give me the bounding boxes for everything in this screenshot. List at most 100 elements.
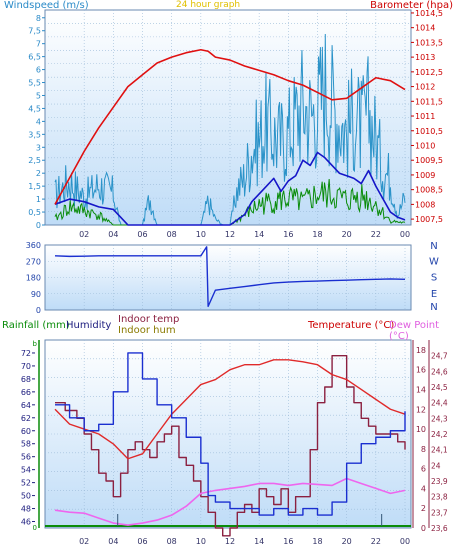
humidity-tick-label: 68	[21, 375, 31, 384]
wind-tick-label: 2,5	[28, 156, 41, 165]
indoor-tick-label: 23,9	[431, 477, 448, 486]
indoor-tick-label: 24,6	[431, 367, 448, 376]
barometer-tick-label: 1012	[415, 83, 435, 92]
temperature-tick-label: 4	[421, 484, 426, 493]
windspeed-axis-title: Windspeed (m/s)	[4, 0, 89, 11]
indoor-tick-label: 24,1	[431, 446, 448, 455]
barometer-tick-label: 1011,5	[415, 97, 443, 106]
dew-point-axis-title: Dew Point (°C)	[389, 320, 440, 342]
humidity-tick-label: 66	[21, 388, 31, 397]
wind-tick-label: 5	[36, 91, 41, 100]
barometer-tick-label: 1007,5	[415, 215, 443, 224]
temperature-tick-label: 6	[421, 465, 426, 474]
temperature-time-tick-label: 06	[137, 537, 147, 546]
humidity-tick-label: 56	[21, 453, 31, 462]
humidity-tick-label: 62	[21, 414, 31, 423]
indoor-tick-label: 24,7	[431, 352, 448, 361]
humidity-tick-label: 52	[21, 479, 31, 488]
temperature-time-tick-label: 12	[225, 537, 235, 546]
wind-direction-series	[54, 246, 406, 308]
direction-tick-label: 360	[26, 241, 41, 250]
wind-tick-label: 3,5	[28, 130, 41, 139]
direction-tick-label: 180	[26, 274, 41, 283]
temperature-tick-label: 8	[421, 445, 426, 454]
temperature-time-tick-label: 08	[167, 537, 177, 546]
compass-label: N	[430, 302, 437, 313]
wind-tick-label: 8	[36, 14, 41, 23]
barometer-tick-label: 1013	[415, 53, 435, 62]
direction-tick-label: 0	[36, 306, 41, 315]
temperature-time-tick-label: 22	[371, 537, 381, 546]
indoor-tick-label: 24	[431, 461, 441, 470]
graph-title: 24 hour graph	[176, 0, 241, 10]
wind-time-tick-label: 20	[342, 230, 352, 239]
indoor-tick-label: 24,2	[431, 430, 448, 439]
barometer-tick-label: 1014,5	[415, 9, 443, 18]
wind-time-tick-label: 16	[283, 230, 293, 239]
wind-tick-label: 0	[36, 221, 41, 230]
barometer-tick-label: 1010,5	[415, 127, 443, 136]
wind-tick-label: 4	[36, 117, 41, 126]
barometer-axis-title: Barometer (hpa)	[370, 0, 453, 11]
barometer-series	[54, 48, 406, 205]
temperature-tick-label: 14	[416, 385, 426, 394]
barometer-tick-label: 1014	[415, 24, 435, 33]
direction-tick-label: 90	[31, 290, 41, 299]
humidity-tick-label: 48	[21, 505, 31, 514]
wind-tick-label: 3	[36, 143, 41, 152]
wind-tick-label: 7	[36, 40, 41, 49]
compass-label: N	[430, 241, 437, 252]
temperature-tick-label: 18	[416, 346, 426, 355]
wind-average-series	[54, 151, 406, 226]
humidity-tick-label: 46	[21, 518, 31, 527]
barometer-tick-label: 1011	[415, 112, 435, 121]
humidity-tick-label: 50	[21, 492, 31, 501]
temperature-time-tick-label: 20	[342, 537, 352, 546]
compass-label: S	[431, 273, 437, 284]
temperature-time-tick-label: 00	[400, 537, 410, 546]
wind-time-tick-label: 10	[196, 230, 206, 239]
wind-time-tick-label: 00	[400, 230, 410, 239]
temperature-tick-label: 10	[416, 425, 426, 434]
rainfall-axis-marker: b	[33, 340, 38, 348]
direction-tick-label: 270	[26, 257, 41, 266]
temperature-axis-title: Temperature (°C)	[308, 320, 395, 331]
wind-time-tick-label: 04	[108, 230, 118, 239]
humidity-tick-label: 60	[21, 427, 31, 436]
wind-time-tick-label: 06	[137, 230, 147, 239]
temperature-time-tick-label: 04	[108, 537, 118, 546]
indoor-hum-legend: Indoor hum	[118, 325, 176, 336]
indoor-hum-series	[55, 354, 406, 537]
wind-tick-label: 5,5	[28, 79, 41, 88]
wind-tick-label: 6,5	[28, 53, 41, 62]
wind-time-tick-label: 18	[312, 230, 322, 239]
indoor-tick-label: 23,6	[431, 524, 448, 533]
wind-tick-label: 1,5	[28, 182, 41, 191]
humidity-tick-label: 64	[21, 401, 31, 410]
wind-tick-label: 7,5	[28, 27, 41, 36]
humidity-tick-label: 54	[21, 466, 31, 475]
temperature-time-tick-label: 10	[196, 537, 206, 546]
indoor-tick-label: 23,7	[431, 508, 448, 517]
indoor-tick-label: 24,4	[431, 399, 448, 408]
temperature-tick-label: 2	[421, 504, 426, 513]
humidity-tick-label: 70	[21, 362, 31, 371]
temperature-time-tick-label: 16	[283, 537, 293, 546]
wind-time-tick-label: 12	[225, 230, 235, 239]
temperature-tick-label: 16	[416, 366, 426, 375]
wind-tick-label: 2	[36, 169, 41, 178]
temperature-series	[54, 359, 406, 460]
humidity-axis-title: Humidity	[66, 320, 112, 331]
temperature-tick-label: 0	[421, 524, 426, 533]
humidity-series	[55, 352, 406, 516]
rainfall-axis-title: Rainfall (mm)	[2, 320, 70, 331]
wind-tick-label: 0,5	[28, 208, 41, 217]
indoor-tick-label: 24,3	[431, 414, 448, 423]
barometer-tick-label: 1013,5	[415, 38, 443, 47]
rainfall-zero-label: 0	[33, 524, 37, 532]
wind-time-tick-label: 22	[371, 230, 381, 239]
wind-tick-label: 6	[36, 66, 41, 75]
compass-label: E	[431, 289, 437, 300]
indoor-tick-label: 24,5	[431, 383, 448, 392]
barometer-tick-label: 1009	[415, 171, 435, 180]
